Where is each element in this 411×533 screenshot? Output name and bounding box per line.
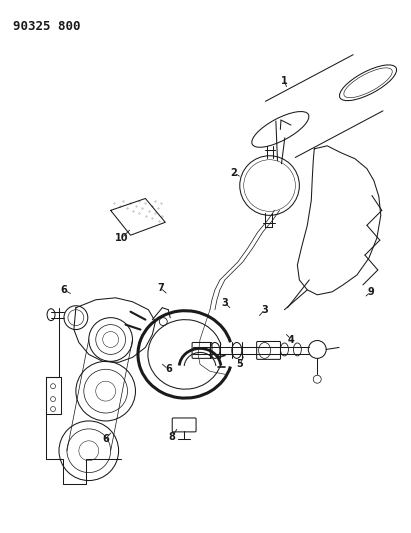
Text: 7: 7 bbox=[157, 283, 164, 293]
Text: 3: 3 bbox=[222, 298, 228, 308]
Text: 6: 6 bbox=[165, 364, 172, 374]
Text: 1: 1 bbox=[281, 76, 288, 86]
Text: 5: 5 bbox=[236, 359, 243, 369]
Text: 9: 9 bbox=[367, 287, 374, 297]
Text: 2: 2 bbox=[231, 168, 237, 177]
Text: 10: 10 bbox=[115, 233, 128, 243]
Text: 6: 6 bbox=[60, 285, 67, 295]
Text: 6: 6 bbox=[102, 434, 109, 444]
Text: 4: 4 bbox=[288, 335, 295, 344]
Text: 3: 3 bbox=[261, 305, 268, 314]
Text: 90325 800: 90325 800 bbox=[13, 20, 81, 33]
Text: 8: 8 bbox=[169, 432, 175, 442]
